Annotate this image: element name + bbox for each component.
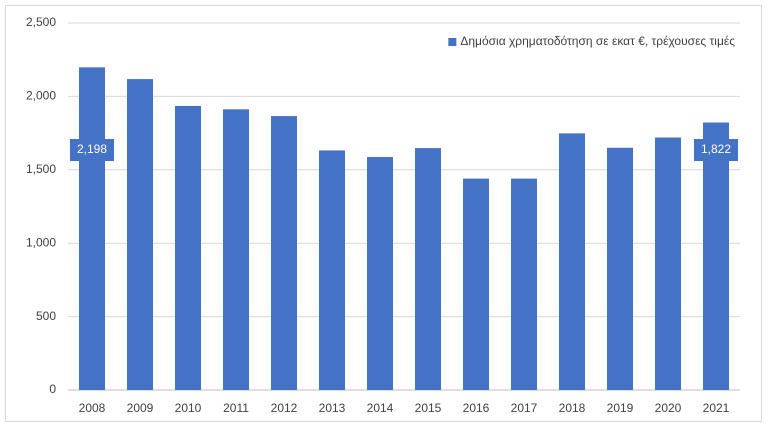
x-tick-label: 2015: [415, 401, 442, 415]
bar: [655, 137, 681, 390]
x-tick-label: 2010: [175, 401, 202, 415]
y-tick-label: 1,500: [26, 162, 56, 176]
y-tick-label: 500: [36, 309, 56, 323]
legend-label: Δημόσια χρηματοδότηση σε εκατ €, τρέχουσ…: [460, 34, 735, 48]
bar: [271, 116, 297, 390]
legend-swatch: [448, 38, 457, 46]
x-tick-label: 2021: [703, 401, 730, 415]
bar: [607, 147, 633, 390]
x-tick-label: 2013: [319, 401, 346, 415]
x-tick-label: 2020: [655, 401, 682, 415]
bar: [703, 122, 729, 391]
x-tick-label: 2012: [271, 401, 298, 415]
y-tick-label: 1,000: [26, 235, 56, 249]
data-label: 1,822: [701, 142, 731, 156]
bar: [559, 133, 585, 390]
data-label: 2,198: [77, 142, 107, 156]
data-label-box: [694, 139, 738, 161]
data-label-box: [70, 139, 114, 161]
x-tick-label: 2017: [511, 401, 538, 415]
x-tick-label: 2019: [607, 401, 634, 415]
x-tick-label: 2011: [223, 401, 249, 415]
y-tick-label: 2,000: [26, 89, 56, 103]
x-tick-label: 2016: [463, 401, 490, 415]
y-tick-label: 0: [49, 382, 56, 396]
bar: [127, 79, 153, 390]
bar: [79, 67, 105, 390]
x-tick-label: 2014: [367, 401, 394, 415]
x-tick-label: 2018: [559, 401, 586, 415]
bar: [223, 109, 249, 391]
y-tick-label: 2,500: [26, 15, 56, 29]
bar: [175, 105, 201, 390]
bar: [415, 148, 441, 390]
bar: [319, 150, 345, 390]
bar: [367, 157, 393, 390]
bar: [511, 178, 537, 390]
x-tick-label: 2008: [79, 401, 106, 415]
x-tick-label: 2009: [127, 401, 154, 415]
bar: [463, 178, 489, 390]
